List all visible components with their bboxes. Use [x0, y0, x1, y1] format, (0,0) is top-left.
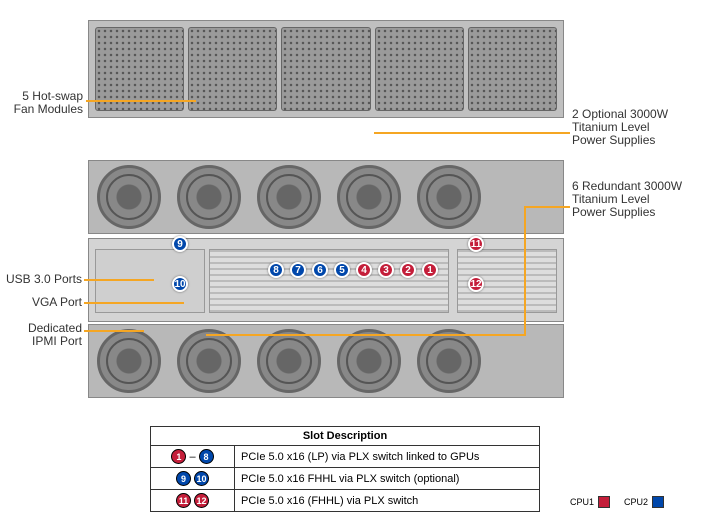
fan-module — [281, 27, 370, 111]
leader-line — [86, 100, 196, 102]
slot-badge-9: 9 — [172, 236, 188, 252]
mini-badge-9: 9 — [176, 471, 191, 486]
leader-line — [84, 279, 154, 281]
label-redundant-psu: 6 Redundant 3000W Titanium Level Power S… — [572, 180, 717, 220]
psu-fan — [257, 165, 321, 229]
leader-line — [374, 132, 570, 134]
leader-line — [84, 330, 144, 332]
table-header: Slot Description — [151, 427, 539, 446]
psu-fan — [337, 329, 401, 393]
slot-badge-8: 8 — [268, 262, 284, 278]
legend-cpu2-swatch — [652, 496, 664, 508]
cpu-legend: CPU1 CPU2 — [570, 496, 664, 508]
slot-badge-6: 6 — [312, 262, 328, 278]
table-cell-text: PCIe 5.0 x16 (LP) via PLX switch linked … — [235, 446, 539, 467]
mini-badge-8: 8 — [199, 449, 214, 464]
label-optional-psu: 2 Optional 3000W Titanium Level Power Su… — [572, 108, 712, 148]
slot-badge-4: 4 — [356, 262, 372, 278]
slot-badge-12: 12 — [468, 276, 484, 292]
table-cell-badges: 1112 — [151, 490, 235, 511]
fan-module-row — [88, 20, 564, 118]
leader-line — [524, 206, 526, 336]
psu-fan — [177, 329, 241, 393]
slot-badge-1: 1 — [422, 262, 438, 278]
legend-cpu1-swatch — [598, 496, 610, 508]
table-cell-text: PCIe 5.0 x16 FHHL via PLX switch (option… — [235, 468, 539, 489]
slot-badge-7: 7 — [290, 262, 306, 278]
slot-badge-2: 2 — [400, 262, 416, 278]
table-row: 1–8PCIe 5.0 x16 (LP) via PLX switch link… — [151, 446, 539, 467]
psu-fan — [97, 165, 161, 229]
table-row: 1112PCIe 5.0 x16 (FHHL) via PLX switch — [151, 489, 539, 511]
slot-description-table: Slot Description 1–8PCIe 5.0 x16 (LP) vi… — [150, 426, 540, 512]
mini-badge-12: 12 — [194, 493, 209, 508]
psu-fan — [257, 329, 321, 393]
psu-fan — [417, 329, 481, 393]
slot-badge-5: 5 — [334, 262, 350, 278]
io-row — [88, 238, 564, 322]
label-vga-port: VGA Port — [28, 296, 82, 309]
label-fan-modules: 5 Hot-swap Fan Modules — [5, 90, 83, 116]
fan-module — [188, 27, 277, 111]
psu-fan — [337, 165, 401, 229]
psu-fan — [177, 165, 241, 229]
table-cell-badges: 1–8 — [151, 446, 235, 467]
table-cell-text: PCIe 5.0 x16 (FHHL) via PLX switch — [235, 490, 539, 511]
leader-line — [206, 334, 526, 336]
psu-fan — [417, 165, 481, 229]
fan-module — [468, 27, 557, 111]
psu-fan — [97, 329, 161, 393]
mini-badge-10: 10 — [194, 471, 209, 486]
dash-icon: – — [189, 451, 195, 463]
label-usb-ports: USB 3.0 Ports — [0, 273, 82, 286]
slot-badge-10: 10 — [172, 276, 188, 292]
legend-cpu2-label: CPU2 — [624, 497, 648, 507]
fan-module — [95, 27, 184, 111]
table-row: 910PCIe 5.0 x16 FHHL via PLX switch (opt… — [151, 467, 539, 489]
slot-badge-3: 3 — [378, 262, 394, 278]
mini-badge-1: 1 — [171, 449, 186, 464]
table-cell-badges: 910 — [151, 468, 235, 489]
legend-cpu1-label: CPU1 — [570, 497, 594, 507]
leader-line — [84, 302, 184, 304]
psu-row-upper — [88, 160, 564, 234]
fan-module — [375, 27, 464, 111]
server-chassis — [88, 20, 564, 398]
pcie-slot-area-center — [209, 249, 449, 313]
mini-badge-11: 11 — [176, 493, 191, 508]
leader-line — [524, 206, 570, 208]
label-ipmi-port: Dedicated IPMI Port — [22, 322, 82, 348]
slot-badge-11: 11 — [468, 236, 484, 252]
